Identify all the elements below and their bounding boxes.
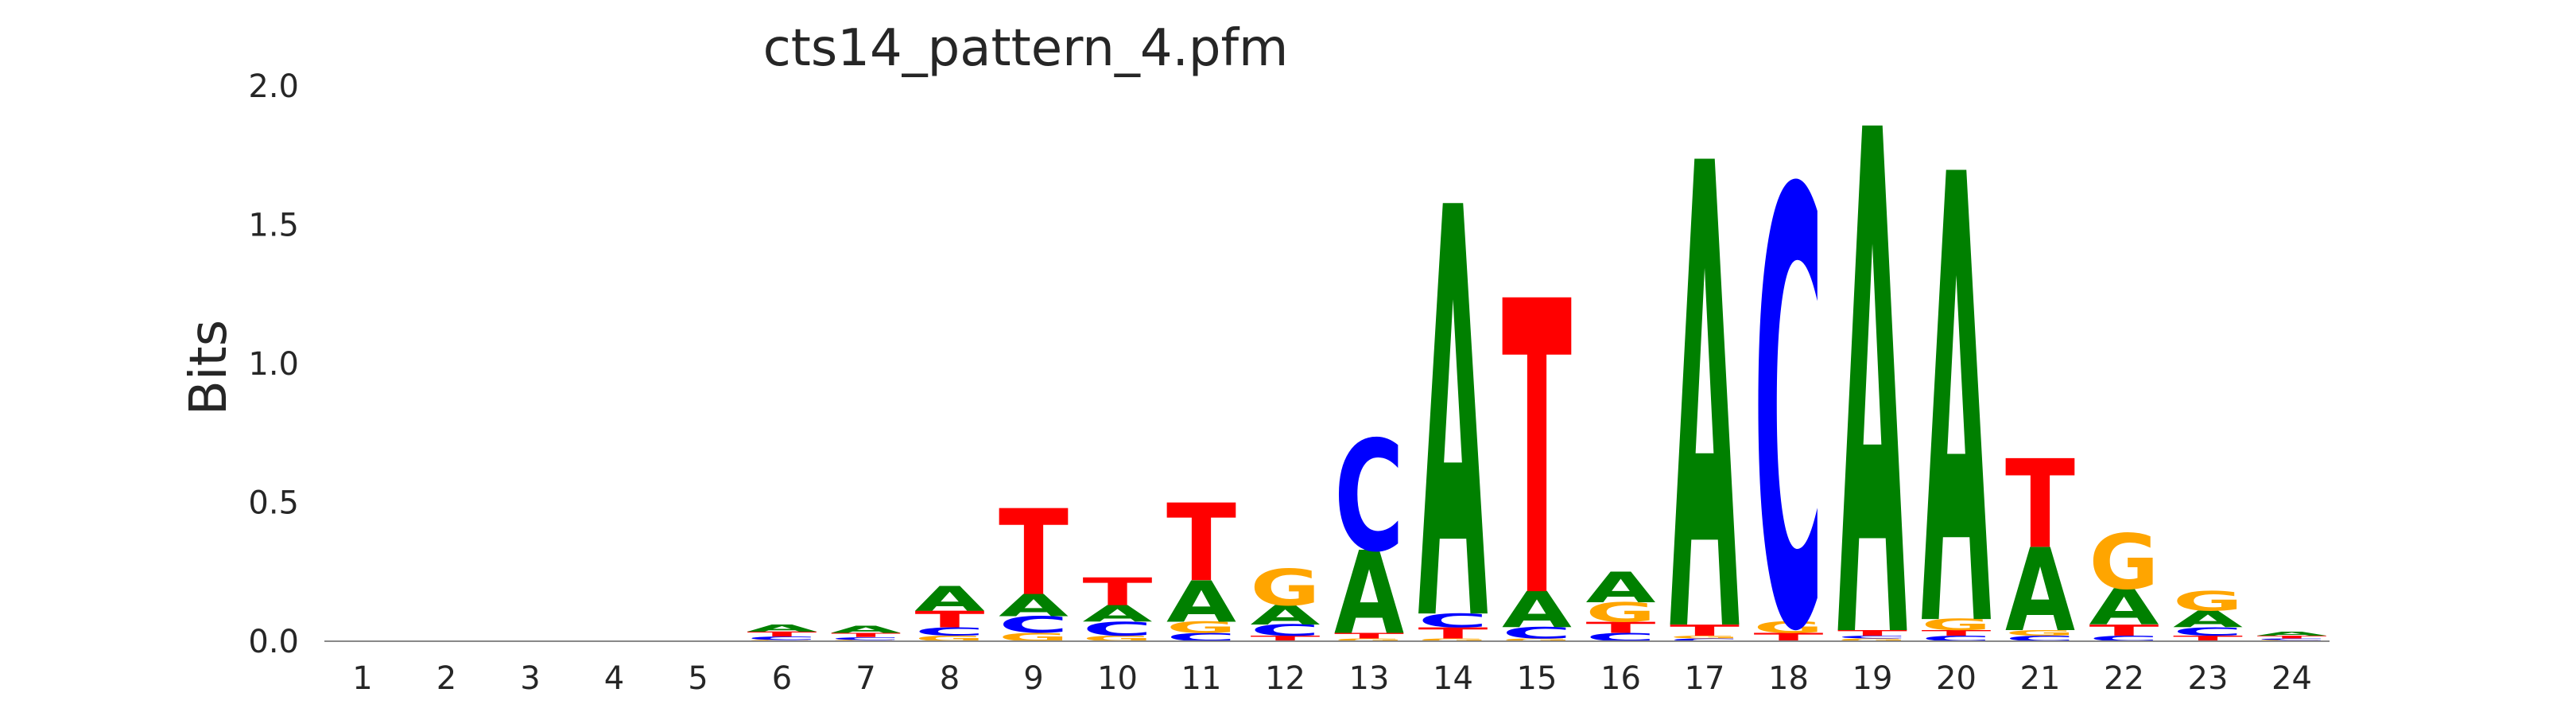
x-tick-label: 11	[1181, 660, 1222, 697]
logo-letter-A: A	[831, 625, 902, 636]
logo-letter-A: A	[747, 623, 818, 634]
x-tick-label: 1	[352, 660, 372, 697]
x-tick-label: 4	[604, 660, 624, 697]
x-tick-label: 23	[2188, 660, 2229, 697]
logo-letter-A: A	[2257, 630, 2327, 636]
x-tick-label: 17	[1685, 660, 1725, 697]
y-tick-label: 1.0	[248, 346, 299, 383]
logo-letter-T: T	[2005, 435, 2075, 576]
logo-letter-A: A	[1670, 33, 1740, 716]
x-tick-label: 24	[2271, 660, 2312, 697]
x-tick-label: 12	[1265, 660, 1305, 697]
x-tick-label: 10	[1097, 660, 1138, 697]
logo-letter-T: T	[1166, 482, 1236, 606]
x-tick-label: 5	[688, 660, 708, 697]
logo-letter-G: G	[1251, 559, 1321, 617]
logo-letter-A: A	[1922, 47, 1992, 716]
y-tick-label: 0.0	[248, 624, 299, 660]
x-tick-label: 16	[1600, 660, 1641, 697]
logo-letter-G: G	[2173, 586, 2243, 617]
y-tick-label: 1.5	[248, 208, 299, 244]
chart-title: cts14_pattern_4.pfm	[763, 19, 1289, 78]
y-tick-label: 2.0	[248, 68, 299, 105]
logo-letter-G: G	[2089, 518, 2159, 606]
logo-letter-C: C	[1334, 409, 1404, 586]
x-tick-label: 22	[2104, 660, 2144, 697]
logo-letter-A: A	[1837, 0, 1908, 716]
x-tick-label: 3	[520, 660, 540, 697]
x-tick-label: 20	[1936, 660, 1977, 697]
y-axis: 0.0 0.5 1.0 1.5 2.0	[248, 68, 299, 660]
x-tick-label: 14	[1433, 660, 1473, 697]
x-tick-label: 7	[855, 660, 875, 697]
x-tick-label: 13	[1349, 660, 1390, 697]
logo-letter-T: T	[1502, 218, 1573, 687]
y-axis-label: Bits	[180, 320, 239, 415]
x-tick-label: 8	[940, 660, 960, 697]
logo-letter-A: A	[915, 579, 986, 619]
x-tick-label: 21	[2020, 660, 2061, 697]
x-tick-label: 9	[1023, 660, 1043, 697]
x-tick-label: 18	[1768, 660, 1809, 697]
x-tick-label: 19	[1852, 660, 1893, 697]
x-tick-label: 6	[772, 660, 792, 697]
logo-letter-T: T	[999, 484, 1069, 622]
logo-letter-T: T	[1083, 570, 1153, 614]
x-tick-label: 15	[1517, 660, 1558, 697]
y-tick-label: 0.5	[248, 485, 299, 522]
logo-letter-A: A	[1586, 563, 1657, 612]
x-axis: 1 2 3 4 5 6 7 8 9 10 11 12 13 14 15 16 17 18 19 20 21 22 23 24	[352, 660, 2312, 697]
x-tick-label: 2	[436, 660, 456, 697]
logo-letter-C: C	[1754, 68, 1824, 716]
logo-letters: GCTAGCTAGCTAGCATGCATCGATTCAGGTACGTCAGCAT…	[747, 0, 2327, 716]
logo-letter-A: A	[1418, 91, 1489, 716]
